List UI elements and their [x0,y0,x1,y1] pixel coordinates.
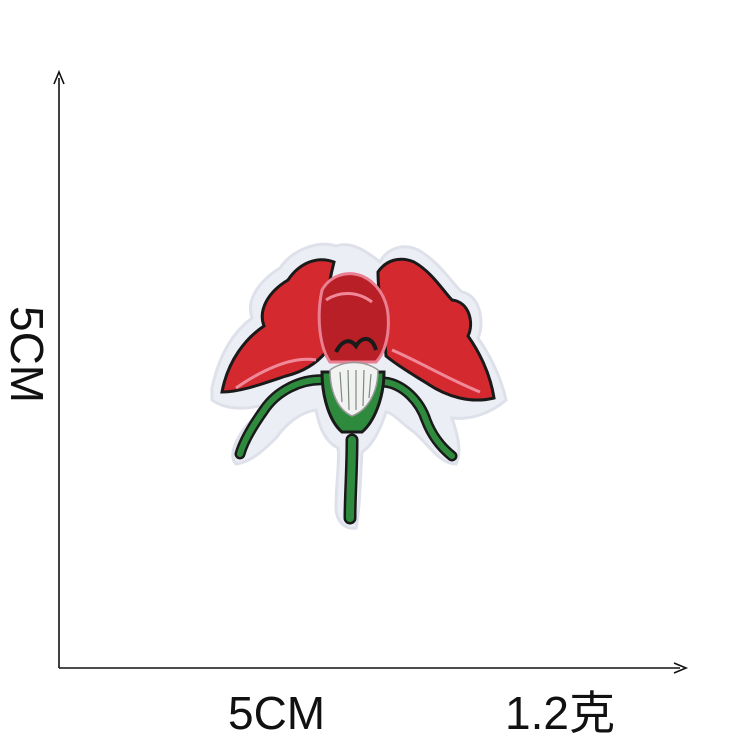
flower-patch [210,242,508,530]
height-dimension-label: 5CM [1,306,53,404]
width-dimension-label: 5CM [228,687,326,739]
stem-right-fill [381,379,455,459]
horizontal-axis-arrow [673,662,689,674]
stem-left-fill [237,376,329,457]
bud-stitching [339,369,372,411]
bud-white [329,361,379,417]
petal-highlight-mid [325,292,373,304]
vertical-axis-arrow [53,69,65,85]
petal-highlight-left [235,357,317,390]
stem-main-fill [346,436,356,522]
stamens [334,337,378,353]
petal-right [376,257,496,402]
petal-center [317,272,390,364]
dimension-axes [53,69,689,674]
petal-highlight-right [391,348,481,394]
weight-label: 1.2克 [505,687,615,739]
